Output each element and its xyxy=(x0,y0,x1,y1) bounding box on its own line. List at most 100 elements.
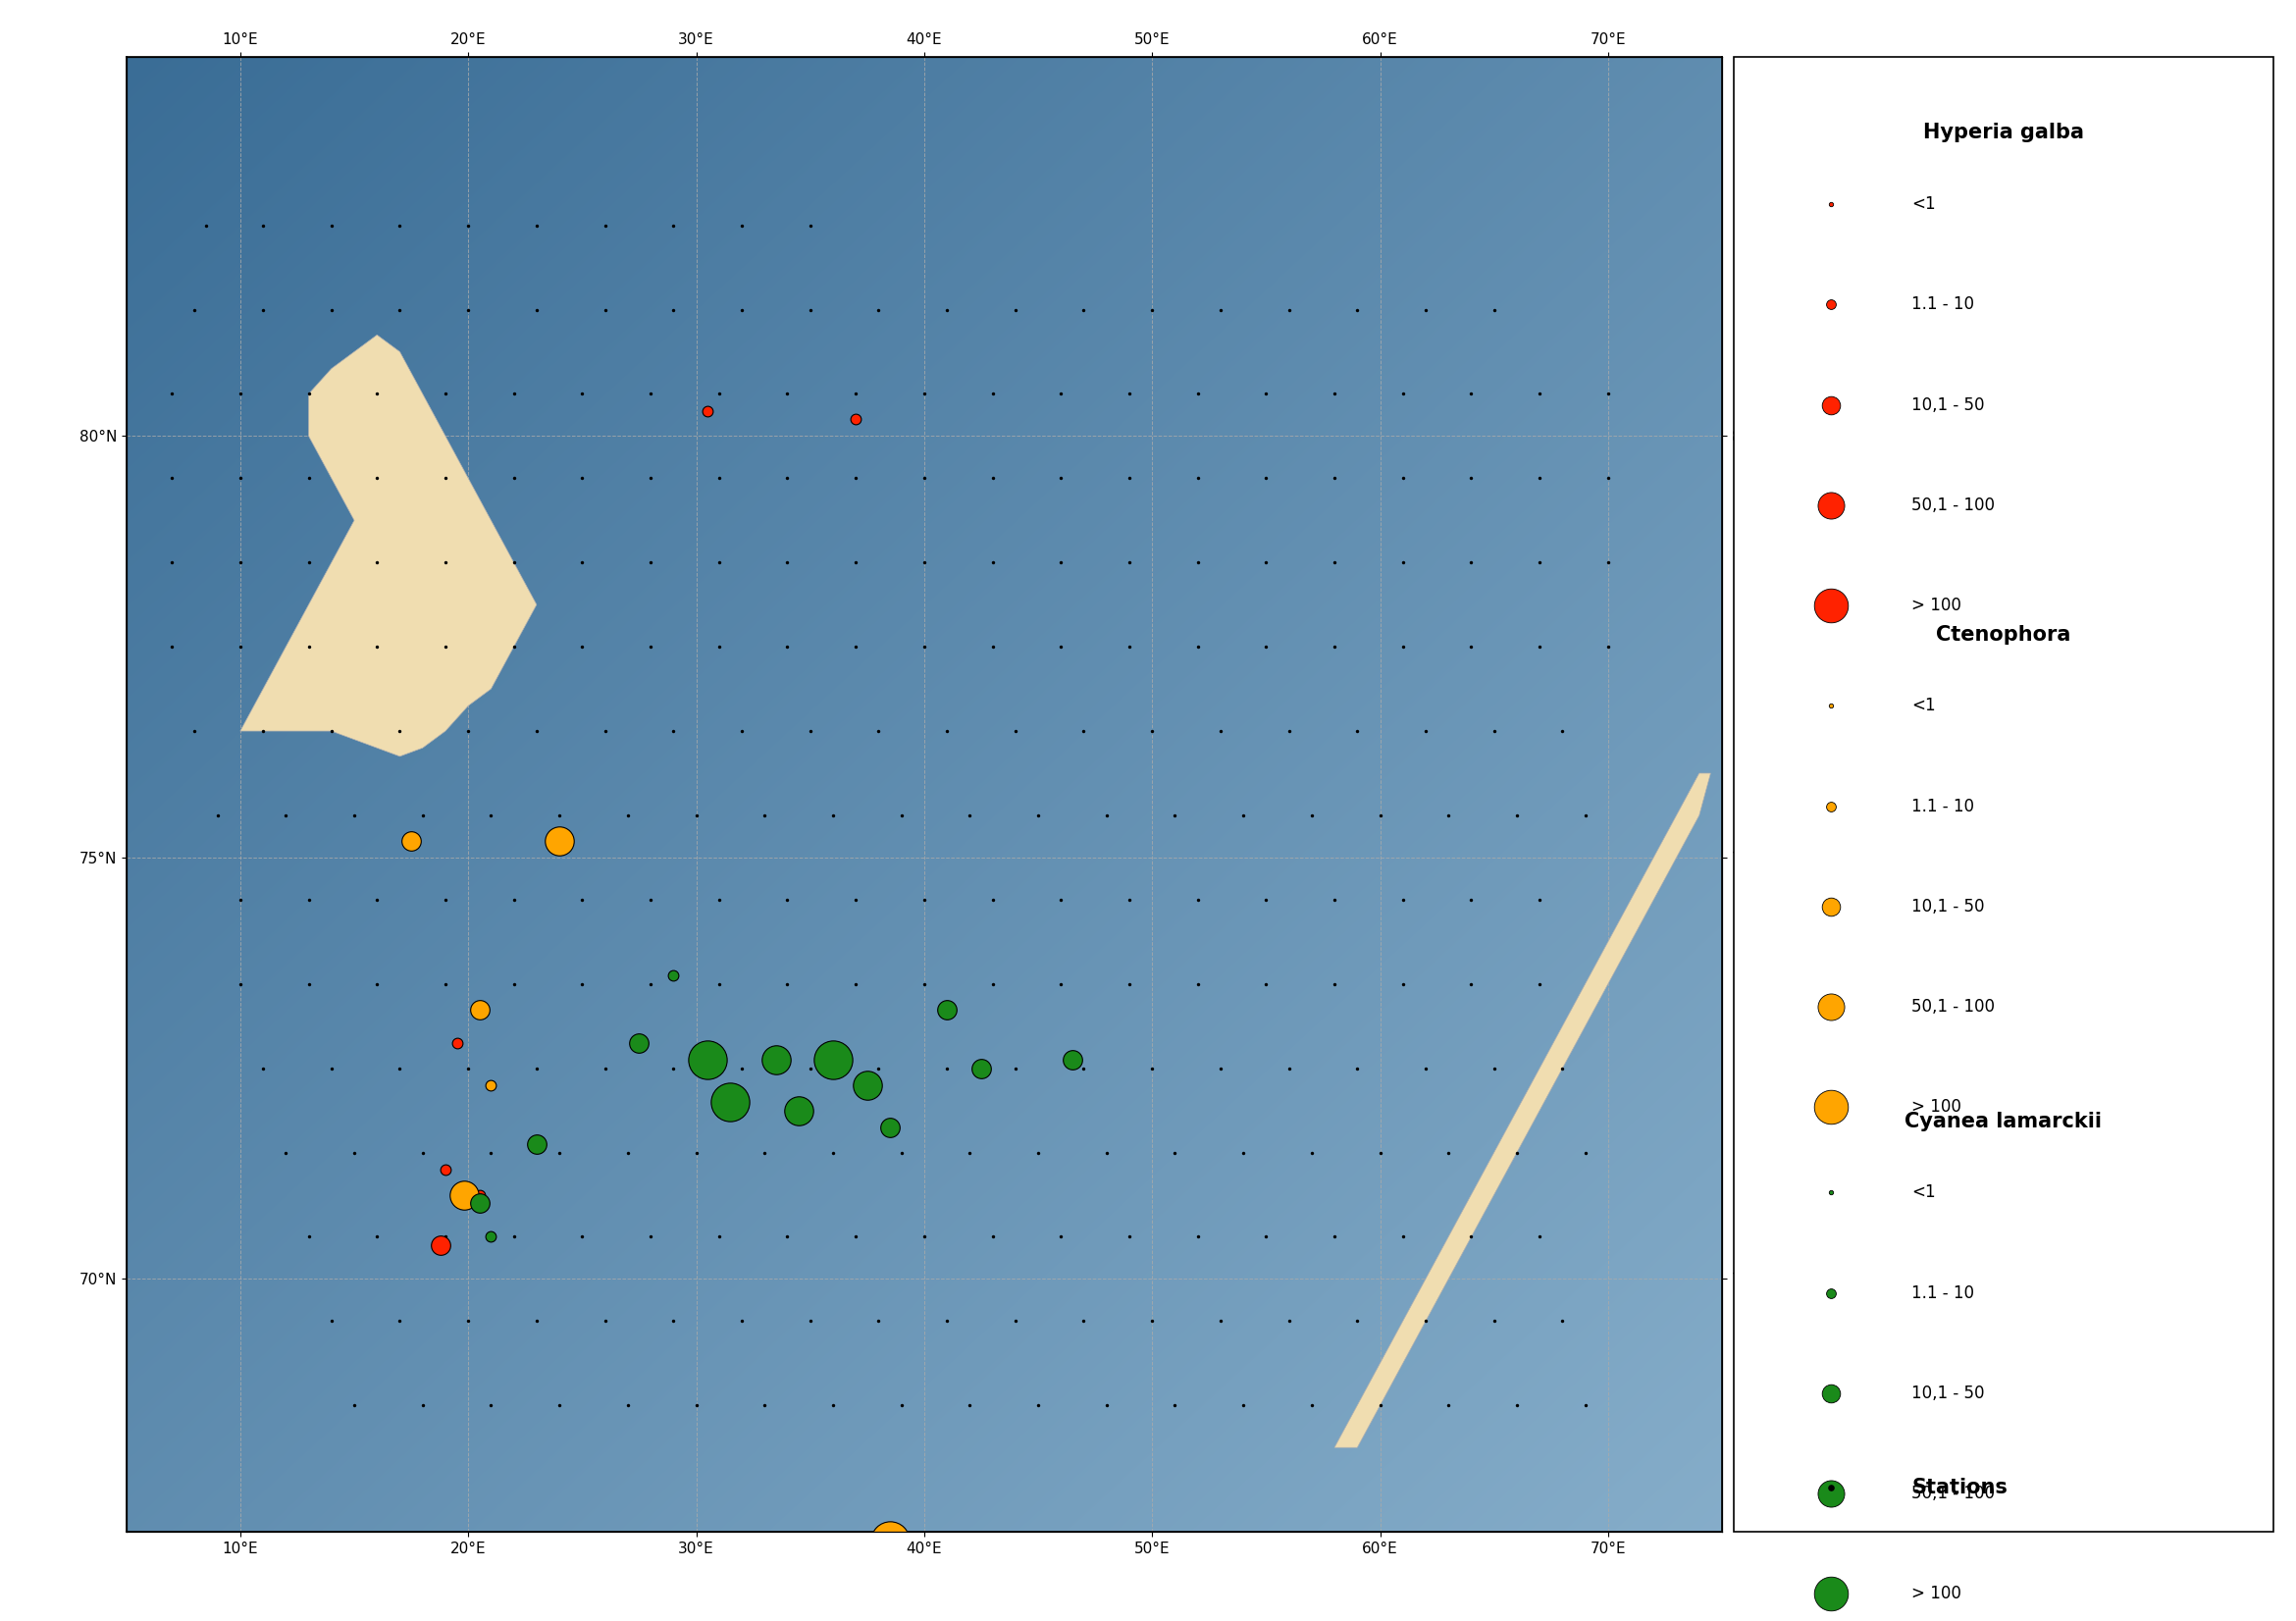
Point xyxy=(1111,381,1148,407)
Point xyxy=(289,550,326,575)
Point xyxy=(1589,634,1626,660)
Point xyxy=(769,381,806,407)
Point xyxy=(1065,1308,1102,1334)
Point xyxy=(289,465,326,491)
Point xyxy=(1111,465,1148,491)
Text: 10,1 - 50: 10,1 - 50 xyxy=(1913,898,1984,916)
Text: 1.1 - 10: 1.1 - 10 xyxy=(1913,798,1975,815)
Point xyxy=(905,1224,941,1250)
Point xyxy=(1270,1055,1306,1081)
Point xyxy=(223,550,259,575)
Point xyxy=(1384,887,1421,913)
Point xyxy=(792,212,829,238)
Point xyxy=(1566,1392,1603,1418)
Point xyxy=(781,1097,817,1123)
Point xyxy=(565,550,602,575)
Point xyxy=(177,297,214,323)
Point xyxy=(815,1392,852,1418)
Point xyxy=(1316,381,1352,407)
Point xyxy=(838,465,875,491)
Point xyxy=(1065,297,1102,323)
Text: 50,1 - 100: 50,1 - 100 xyxy=(1913,1485,1995,1503)
Point xyxy=(815,802,852,828)
Point xyxy=(450,297,487,323)
Point xyxy=(1812,692,1848,718)
Point xyxy=(1226,802,1263,828)
Text: 10,1 - 50: 10,1 - 50 xyxy=(1913,396,1984,413)
Point xyxy=(289,887,326,913)
Point xyxy=(700,887,737,913)
Point xyxy=(1812,493,1848,519)
Point xyxy=(1339,718,1375,744)
Point xyxy=(1407,297,1444,323)
Point xyxy=(565,971,602,997)
Point xyxy=(246,1055,282,1081)
Point xyxy=(1157,1140,1194,1165)
Point xyxy=(266,802,303,828)
Point xyxy=(769,465,806,491)
Point xyxy=(519,1131,556,1157)
Point xyxy=(1293,802,1329,828)
Point xyxy=(631,465,668,491)
Point xyxy=(422,1232,459,1258)
Point xyxy=(450,212,487,238)
Point xyxy=(700,381,737,407)
Point xyxy=(769,634,806,660)
Point xyxy=(861,297,898,323)
Point xyxy=(381,297,418,323)
Point xyxy=(712,1089,748,1115)
Point xyxy=(861,1308,898,1334)
Point xyxy=(439,1029,475,1055)
Point xyxy=(1812,1480,1848,1506)
Point xyxy=(223,887,259,913)
Point xyxy=(154,550,191,575)
Point xyxy=(1543,1055,1580,1081)
Point xyxy=(1054,1047,1091,1073)
Point xyxy=(631,550,668,575)
Point xyxy=(884,1140,921,1165)
Point xyxy=(496,887,533,913)
Point xyxy=(1384,465,1421,491)
Point xyxy=(427,887,464,913)
Point xyxy=(1316,971,1352,997)
Point xyxy=(654,212,691,238)
Point xyxy=(1247,1224,1283,1250)
Text: 1.1 - 10: 1.1 - 10 xyxy=(1913,295,1975,313)
Point xyxy=(996,297,1033,323)
Point xyxy=(884,1392,921,1418)
Point xyxy=(1407,718,1444,744)
Point xyxy=(358,381,395,407)
Point xyxy=(1384,634,1421,660)
Point xyxy=(358,634,395,660)
Point xyxy=(1157,1392,1194,1418)
Point xyxy=(1362,1392,1398,1418)
Point xyxy=(1180,1224,1217,1250)
Point xyxy=(905,550,941,575)
Point xyxy=(1293,1140,1329,1165)
Point xyxy=(1111,887,1148,913)
Text: <1: <1 xyxy=(1913,697,1936,715)
Point xyxy=(246,718,282,744)
Point xyxy=(1042,634,1079,660)
Point xyxy=(1430,802,1467,828)
Point xyxy=(1476,1055,1513,1081)
Point xyxy=(1316,465,1352,491)
Point xyxy=(1812,1475,1848,1501)
Point xyxy=(905,971,941,997)
Point xyxy=(1134,1308,1171,1334)
Point xyxy=(312,297,349,323)
Point xyxy=(1566,1140,1603,1165)
Point xyxy=(1134,718,1171,744)
Point xyxy=(654,963,691,989)
Point xyxy=(404,1140,441,1165)
Point xyxy=(1316,1224,1352,1250)
Point xyxy=(1453,381,1490,407)
Point xyxy=(838,407,875,433)
Point xyxy=(1522,887,1559,913)
Point xyxy=(312,718,349,744)
Text: 10,1 - 50: 10,1 - 50 xyxy=(1913,1384,1984,1402)
Point xyxy=(427,465,464,491)
Point xyxy=(1019,1140,1056,1165)
Point xyxy=(1812,1281,1848,1307)
Point xyxy=(1111,1224,1148,1250)
